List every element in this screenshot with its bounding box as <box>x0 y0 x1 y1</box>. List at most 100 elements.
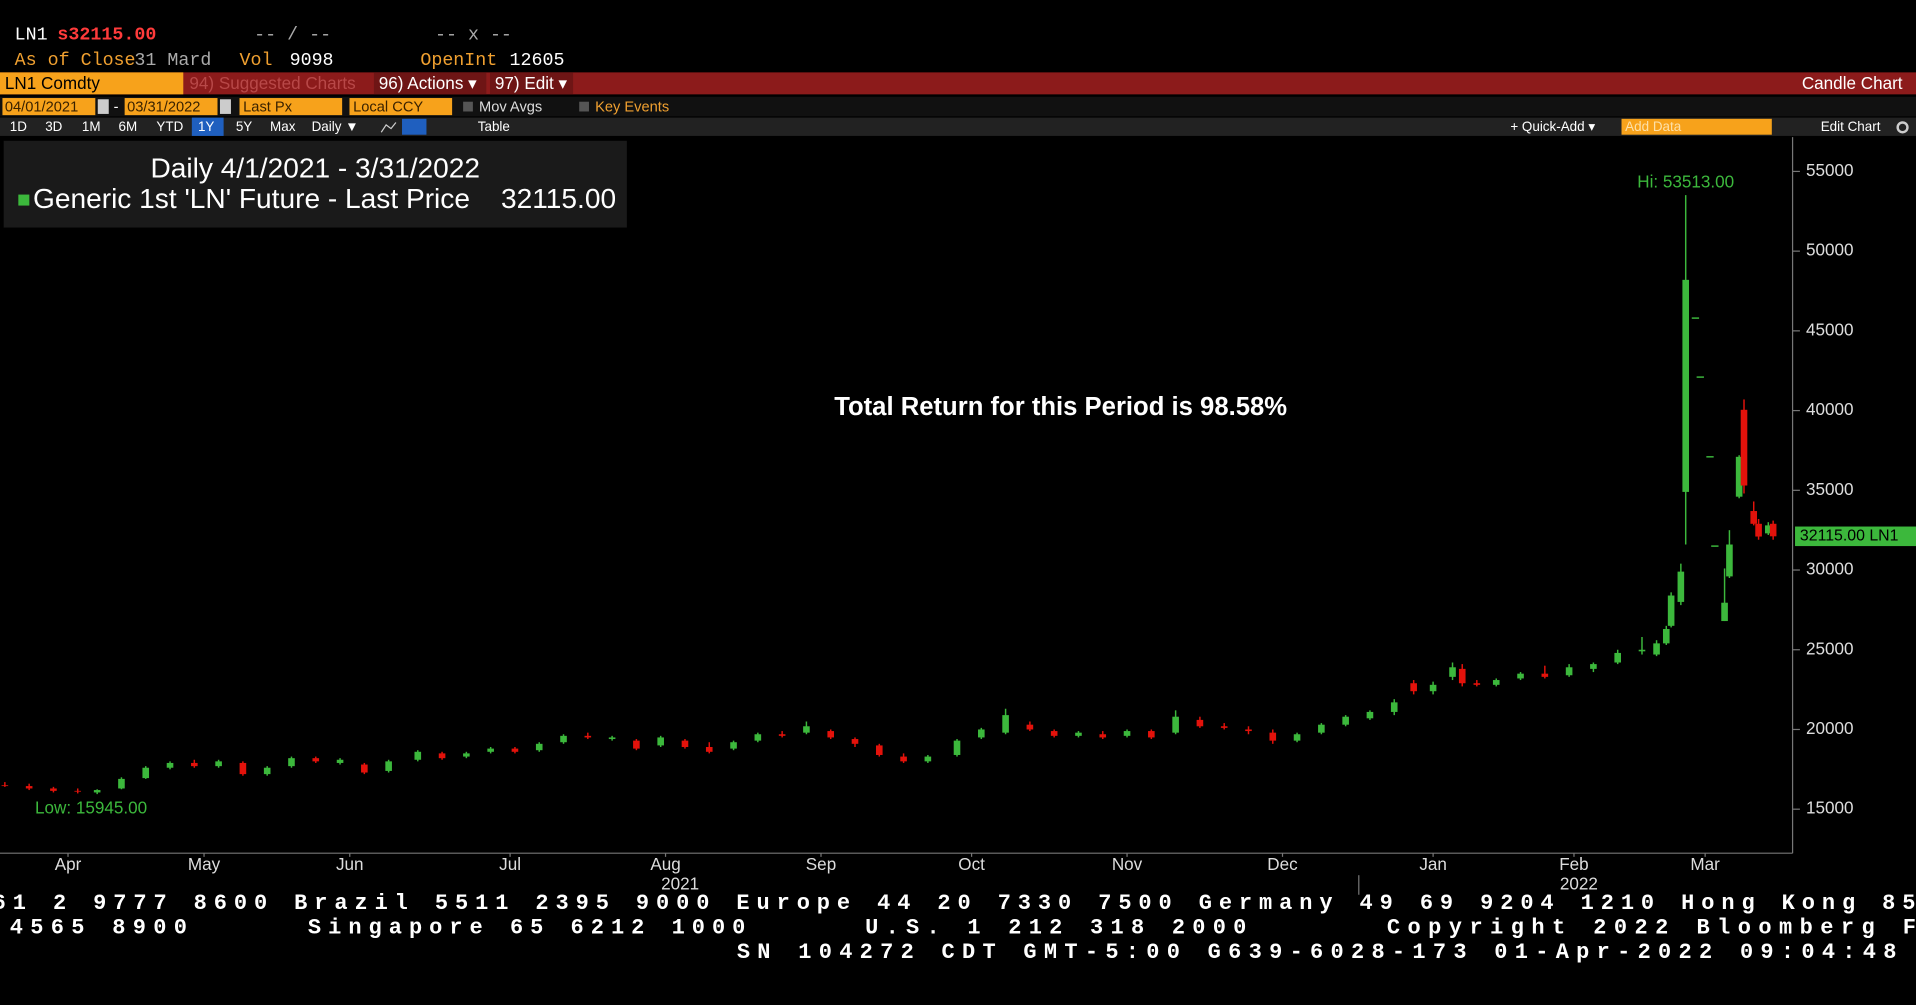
candle-body <box>1541 673 1549 677</box>
frequency[interactable]: Daily ▼ <box>312 119 359 134</box>
candle-body <box>900 756 907 762</box>
candle-body <box>288 758 295 767</box>
date-dash: - <box>114 100 119 116</box>
y-tick-label: 20000 <box>1806 719 1854 738</box>
ticker: LN1 <box>15 24 48 45</box>
footer-line: U.S. 1 212 318 2000 <box>865 916 1246 941</box>
quick-add[interactable]: + Quick-Add ▾ <box>1510 119 1595 134</box>
high-label: Hi: 53513.00 <box>1637 172 1734 191</box>
candle-body <box>1735 456 1743 497</box>
candle-body <box>1293 734 1301 741</box>
period-button[interactable]: YTD <box>156 119 183 134</box>
candle-body <box>681 740 689 748</box>
candle-body <box>142 767 150 779</box>
annotation: Total Return for this Period is 98.58% <box>834 393 1287 421</box>
candle-body <box>827 731 835 738</box>
y-tick-label: 45000 <box>1806 320 1854 339</box>
y-tick-label: 40000 <box>1806 400 1854 419</box>
period-button[interactable]: 6M <box>119 119 138 134</box>
end-field[interactable] <box>124 98 218 116</box>
candle-body <box>1662 629 1670 644</box>
start-field[interactable] <box>2 98 96 116</box>
candle-body <box>438 753 446 759</box>
table[interactable]: Table <box>478 119 510 134</box>
x-tick-label: Mar <box>1690 855 1720 874</box>
period-button[interactable]: 5Y <box>236 119 252 134</box>
field[interactable]: Last Px <box>243 100 293 116</box>
plot: 15000 20000 25000 30000 35000 40000 45000 50000… <box>1 161 1916 893</box>
legend-swatch <box>18 194 30 206</box>
legend-label: Generic 1st 'LN' Future - Last Price <box>33 183 470 214</box>
legend-value: 32115.00 <box>501 183 616 214</box>
candle-body <box>487 748 494 752</box>
candle-body <box>1492 680 1500 685</box>
settings-icon[interactable] <box>1896 121 1909 134</box>
add-data-field[interactable] <box>1621 118 1772 135</box>
edit[interactable]: 97) Edit ▾ <box>495 74 568 93</box>
period-button[interactable]: 1M <box>82 119 101 134</box>
oi-label: OpenInt <box>420 50 497 71</box>
candle-body <box>1220 726 1228 728</box>
actions-button[interactable] <box>373 72 487 95</box>
currency[interactable]: Local CCY <box>353 100 423 116</box>
add-data[interactable]: Add Data <box>1625 119 1682 134</box>
actions[interactable]: 96) Actions ▾ <box>379 74 477 93</box>
candle-body <box>1075 732 1082 736</box>
candle-icon[interactable] <box>402 118 427 135</box>
candle-body <box>1050 731 1058 736</box>
mov-avgs[interactable]: Mov Avgs <box>479 100 542 116</box>
candle-body <box>1667 595 1675 626</box>
candle-body <box>166 762 174 768</box>
start-date[interactable]: 04/01/2021 <box>5 100 78 116</box>
candle-body <box>215 761 222 767</box>
range: -- x -- <box>435 24 512 45</box>
year-label: 2021 <box>661 874 699 893</box>
candle-body <box>657 737 664 746</box>
candle-body <box>1517 673 1524 679</box>
candle-body <box>1682 279 1690 492</box>
x-tick-label: Dec <box>1267 855 1298 874</box>
end-date[interactable]: 03/31/2022 <box>127 100 200 116</box>
period-button[interactable]: 1Y <box>198 119 214 134</box>
candle-body <box>118 778 125 789</box>
period-button[interactable]: Max <box>270 119 296 134</box>
line-icon[interactable] <box>380 122 397 133</box>
candle-body <box>50 788 57 791</box>
period-button[interactable]: 1D <box>10 119 27 134</box>
key-events[interactable]: Key Events <box>595 100 669 116</box>
last-price-tag <box>1795 526 1916 547</box>
candle-body <box>1026 724 1034 730</box>
y-tick-label: 15000 <box>1806 799 1854 818</box>
checkbox[interactable] <box>579 101 589 112</box>
periods: 1D 3D 1M 6M YTD 1Y 5Y Max <box>10 119 296 134</box>
candle-body <box>1410 683 1417 692</box>
vol: 9098 <box>290 50 334 71</box>
candle-body <box>1614 652 1621 663</box>
vol-label: Vol <box>240 50 273 71</box>
calendar-icon[interactable] <box>97 99 109 114</box>
checkbox[interactable] <box>463 101 473 112</box>
security: LN1 Comdty <box>5 74 100 93</box>
settings-bar <box>0 96 1916 117</box>
candle-body <box>953 740 961 755</box>
x-tick-label: Feb <box>1559 855 1588 874</box>
candle-body <box>803 726 810 733</box>
candle-body <box>1473 683 1481 685</box>
candle-body <box>25 786 33 789</box>
candle-body <box>1449 667 1456 677</box>
candle-body <box>584 735 592 738</box>
candle-body <box>1172 716 1179 733</box>
security-field[interactable] <box>0 72 184 95</box>
suggested-charts[interactable]: 94) Suggested Charts <box>189 74 355 93</box>
field-select[interactable] <box>239 98 343 116</box>
edit-chart[interactable]: Edit Chart <box>1821 119 1881 134</box>
candle-body <box>1123 731 1131 736</box>
period-button[interactable]: 3D <box>45 119 62 134</box>
candle-body <box>1721 602 1728 622</box>
candle-body <box>1750 511 1758 524</box>
currency-select[interactable] <box>349 98 453 116</box>
edit-button[interactable] <box>489 72 574 95</box>
calendar-icon[interactable] <box>219 99 231 114</box>
